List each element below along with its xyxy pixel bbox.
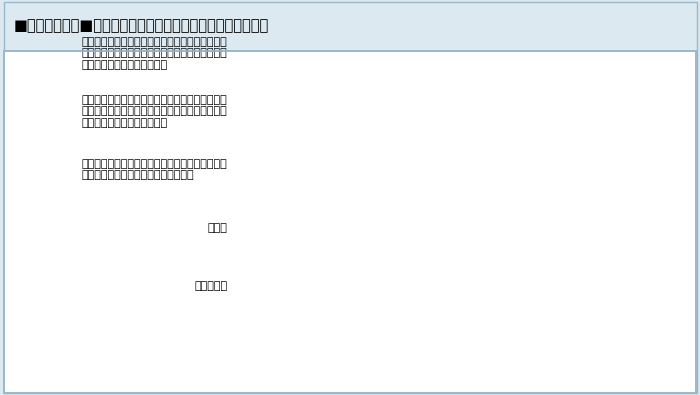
Text: 5.8: 5.8 (301, 308, 321, 321)
Text: 防災対策も必要であるが，生活環境や福祉の向上
など他の施策を優先させるべきである: 防災対策も必要であるが，生活環境や福祉の向上 など他の施策を優先させるべきである (82, 159, 228, 180)
Bar (234, 125, 610, 156)
Text: 防災対策を優先させ，被害が予想される全ての地
域について生命・財産の安全が確保されるよう，
防災対策を講ずるべきである: 防災対策を優先させ，被害が予想される全ての地 域について生命・財産の安全が確保さ… (82, 37, 228, 70)
Text: わからない: わからない (195, 280, 228, 291)
Text: ■図３－１－４■　予算制約下での防災対策のプライオリティ: ■図３－１－４■ 予算制約下での防災対策のプライオリティ (14, 18, 270, 33)
Bar (234, 183, 470, 214)
Text: その他: その他 (208, 222, 228, 233)
Text: 34.9: 34.9 (615, 134, 642, 147)
Text: 人が多く住んでいるなど，災害が発生した場合に
大きな被害が予想される地域について，重点的に
防災対策を講ずるべきである: 人が多く住んでいるなど，災害が発生した場合に 大きな被害が予想される地域について… (82, 95, 228, 128)
Text: 21.9: 21.9 (475, 192, 502, 205)
Text: （%）: （%） (638, 378, 665, 391)
Text: 36.9: 36.9 (636, 76, 664, 89)
Bar (234, 241, 239, 272)
Bar (234, 67, 631, 98)
Bar (234, 299, 297, 330)
Text: 0.4: 0.4 (243, 250, 263, 263)
